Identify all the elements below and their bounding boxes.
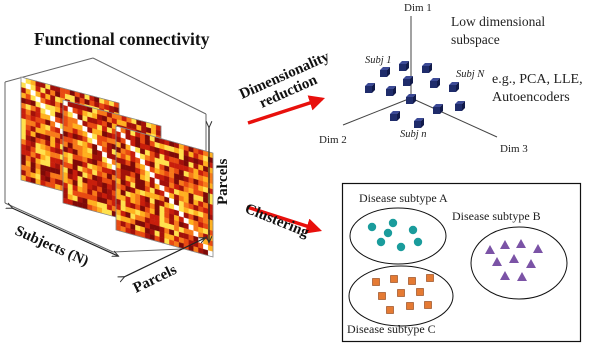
clustering-label: Clustering xyxy=(243,201,312,241)
subtype-a-point xyxy=(413,237,423,247)
subject-cube xyxy=(433,104,443,114)
subtype-c-point xyxy=(390,275,398,283)
cluster-c-ellipse xyxy=(348,265,454,327)
subtype-c-point xyxy=(426,274,434,282)
methods-line1: e.g., PCA, LLE, xyxy=(492,72,583,87)
subject-cube xyxy=(406,94,416,104)
cluster-points xyxy=(367,218,543,314)
subtype-b-point xyxy=(526,259,536,268)
connectivity-matrices xyxy=(20,76,214,258)
matrix-border xyxy=(115,125,214,258)
subtype-c-point xyxy=(372,278,380,286)
subtype-c-label: Disease subtype C xyxy=(347,322,436,336)
cluster-panel-box xyxy=(341,182,582,343)
subject-cube xyxy=(403,76,413,86)
subject-cube xyxy=(455,101,465,111)
subspace-line2: subspace xyxy=(451,32,500,47)
subject-cube xyxy=(386,86,396,96)
subjects-axis-line xyxy=(12,208,118,256)
subtype-c-point xyxy=(378,292,386,300)
subtype-a-point xyxy=(376,237,386,247)
dim3-label: Dim 3 xyxy=(500,143,528,155)
subject-label-n-upper: Subj N xyxy=(456,69,485,80)
subtype-c-point xyxy=(397,289,405,297)
subject-embedding-cubes xyxy=(365,61,465,128)
methods-line2: Autoencoders xyxy=(492,90,570,105)
subtype-b-point xyxy=(485,245,495,254)
subject-cube xyxy=(380,67,390,77)
subject-cube xyxy=(449,82,459,92)
subtype-c-point xyxy=(408,277,416,285)
dim2-label: Dim 2 xyxy=(319,134,347,146)
subtype-a-point xyxy=(396,242,406,252)
parcels-side-axis-label: Parcels xyxy=(215,158,231,205)
subject-cube xyxy=(365,83,375,93)
clustering-arrow xyxy=(246,205,323,234)
subject-label-n-lower: Subj n xyxy=(400,129,427,140)
subtype-b-point xyxy=(533,244,543,253)
matrix-front xyxy=(115,125,214,258)
subtype-b-label: Disease subtype B xyxy=(452,209,541,223)
dimensionality-reduction-arrow xyxy=(247,95,325,125)
subtype-b-point xyxy=(509,254,519,263)
subjects-axis-label: Subjects (N) xyxy=(12,223,90,270)
subtype-c-point xyxy=(424,301,432,309)
subtype-a-point xyxy=(388,218,398,228)
subtype-b-point xyxy=(500,271,510,280)
subject-cube xyxy=(399,61,409,71)
subject-label-1: Subj 1 xyxy=(365,55,392,66)
subtype-a-label: Disease subtype A xyxy=(359,191,448,205)
dim1-label: Dim 1 xyxy=(404,2,432,14)
subject-cube xyxy=(390,111,400,121)
subject-cube xyxy=(430,78,440,88)
subtype-b-point xyxy=(500,240,510,249)
fc-title: Functional connectivity xyxy=(34,29,210,49)
subtype-b-point xyxy=(516,239,526,248)
subspace-line1: Low dimensional xyxy=(451,14,545,29)
subject-cube xyxy=(414,118,424,128)
subtype-a-point xyxy=(408,225,418,235)
subtype-a-point xyxy=(367,222,377,232)
subject-cube xyxy=(422,63,432,73)
subtype-b-point xyxy=(517,272,527,281)
cluster-b-ellipse xyxy=(470,226,568,300)
cluster-a-ellipse xyxy=(349,207,447,265)
subtype-c-point xyxy=(386,306,394,314)
parcels-bottom-axis-line xyxy=(124,238,205,277)
subtype-a-point xyxy=(383,228,393,238)
parcels-bottom-axis-label: Parcels xyxy=(131,262,180,297)
subtype-b-point xyxy=(492,257,502,266)
subtype-c-point xyxy=(416,288,424,296)
subtype-c-point xyxy=(406,302,414,310)
